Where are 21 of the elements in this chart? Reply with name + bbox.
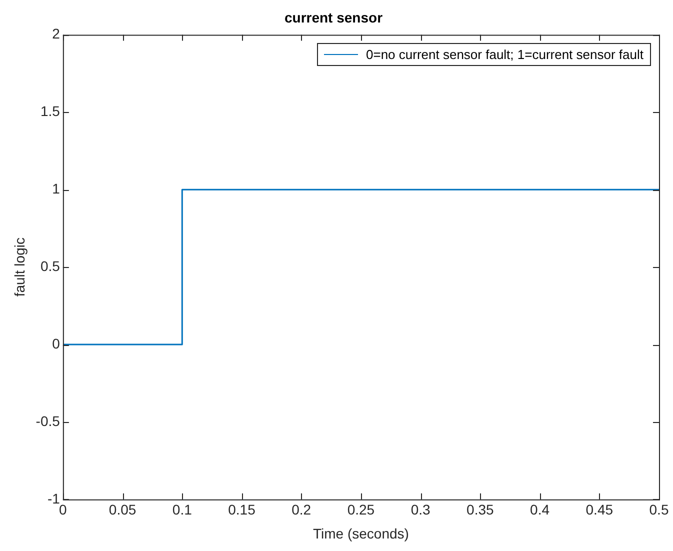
x-tick-label: 0.1 — [172, 502, 192, 518]
x-tick-label: 0.05 — [108, 502, 136, 518]
y-axis-title: fault logic — [11, 238, 28, 297]
legend-label: 0=no current sensor fault; 1=current sensor fault — [366, 46, 644, 62]
x-tick-label: 0.45 — [586, 502, 614, 518]
x-tick-label: 0.5 — [649, 502, 669, 518]
y-tick-label: -1 — [47, 490, 60, 506]
y-tick-label: -0.5 — [36, 412, 60, 429]
y-tick-label: 2 — [52, 26, 60, 42]
y-tick-label: 0 — [52, 335, 60, 352]
x-tick-label: 0.2 — [292, 502, 312, 518]
x-tick-label: 0.3 — [410, 502, 431, 518]
x-tick-label: 0.25 — [347, 502, 375, 518]
chart-title: current sensor — [284, 9, 384, 26]
x-tick-label: 0.4 — [530, 502, 550, 518]
x-axis-title: Time (seconds) — [312, 525, 409, 542]
y-tick-label: 1.5 — [40, 103, 60, 120]
y-tick-label: 0.5 — [40, 258, 60, 274]
y-tick-label: 1 — [52, 180, 60, 197]
x-tick-label: 0.35 — [466, 502, 494, 518]
x-tick-label: 0.15 — [228, 502, 256, 518]
